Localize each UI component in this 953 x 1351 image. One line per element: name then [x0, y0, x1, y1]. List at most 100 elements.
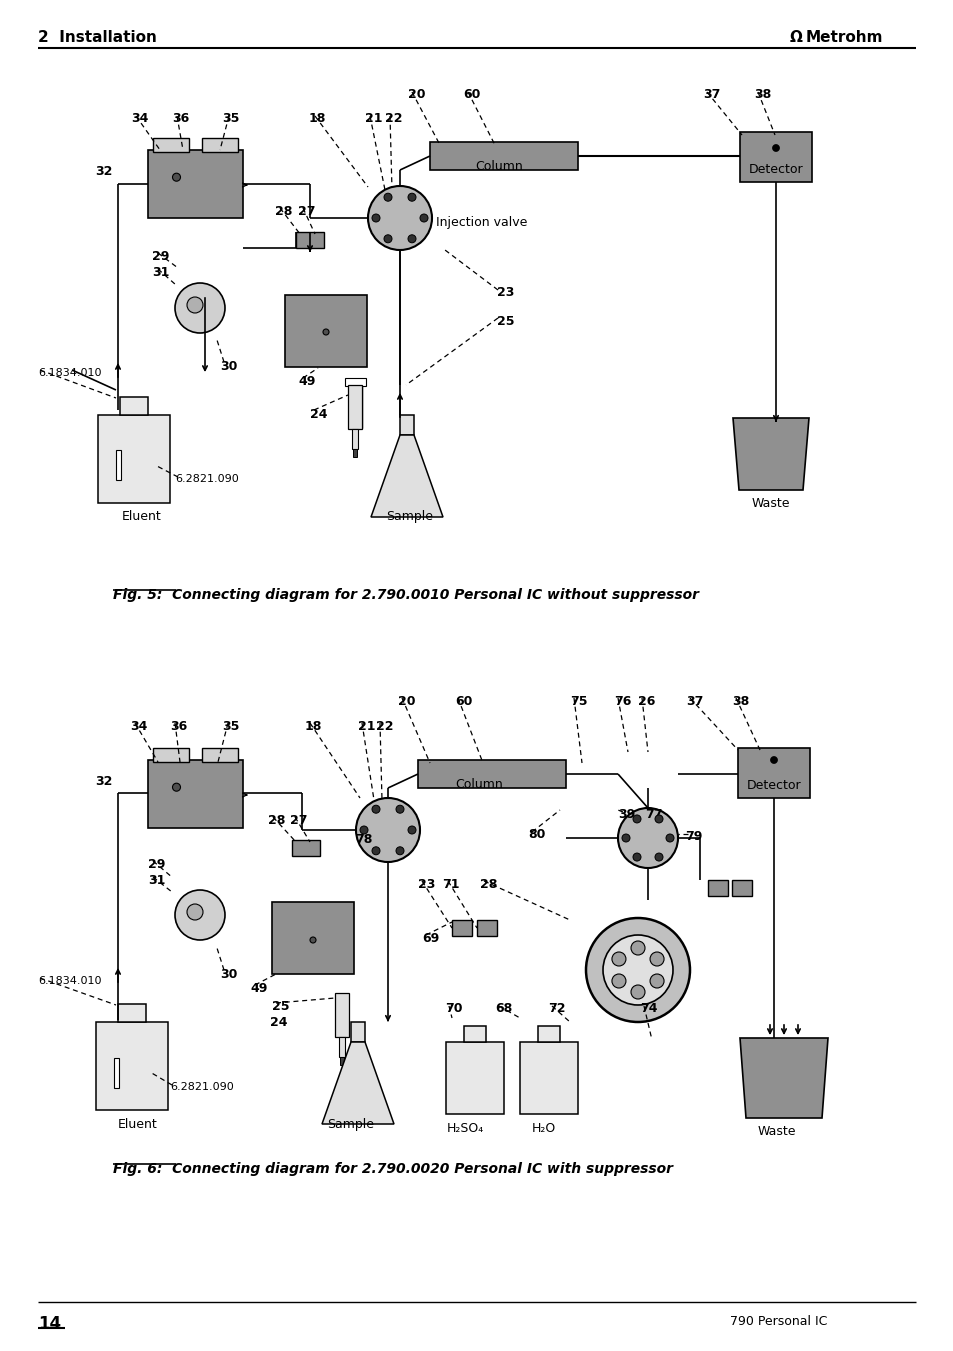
Circle shape — [611, 952, 625, 966]
Bar — [345, 378, 366, 386]
Text: 24: 24 — [310, 408, 327, 422]
Text: 28: 28 — [268, 815, 285, 827]
Bar — [447, 1078, 502, 1115]
Bar — [113, 1058, 119, 1088]
Text: 6.1834.010: 6.1834.010 — [38, 975, 101, 986]
Circle shape — [355, 798, 419, 862]
Bar — [118, 1004, 146, 1021]
Circle shape — [359, 825, 368, 834]
Bar — [348, 385, 361, 430]
Bar — [148, 150, 243, 218]
Circle shape — [649, 974, 663, 988]
Text: 34: 34 — [131, 112, 149, 126]
Polygon shape — [322, 1088, 394, 1124]
Circle shape — [323, 330, 329, 335]
Bar — [452, 920, 472, 936]
Bar — [202, 748, 238, 762]
Text: 74: 74 — [639, 1002, 657, 1015]
Circle shape — [611, 974, 625, 988]
Text: 21: 21 — [365, 112, 382, 126]
Text: 60: 60 — [455, 694, 472, 708]
Text: Column: Column — [455, 778, 502, 790]
Text: 22: 22 — [385, 112, 402, 126]
Text: 79: 79 — [684, 830, 701, 843]
Text: 18: 18 — [309, 112, 326, 126]
Circle shape — [772, 145, 779, 151]
Bar — [335, 993, 349, 1038]
Text: 38: 38 — [753, 88, 770, 101]
Bar — [351, 1021, 365, 1042]
Circle shape — [630, 942, 644, 955]
Polygon shape — [322, 1042, 394, 1124]
Bar — [430, 142, 578, 170]
Bar — [97, 1062, 167, 1111]
Text: 30: 30 — [220, 969, 237, 981]
Circle shape — [770, 757, 777, 763]
Circle shape — [665, 834, 673, 842]
Bar — [339, 1056, 344, 1065]
Polygon shape — [740, 1038, 827, 1119]
Bar — [338, 1038, 345, 1056]
Polygon shape — [371, 435, 442, 517]
Text: 80: 80 — [527, 828, 545, 842]
Bar — [295, 232, 324, 249]
Text: 28: 28 — [274, 205, 292, 218]
Text: Metrohm: Metrohm — [805, 30, 882, 45]
Text: 71: 71 — [441, 878, 459, 892]
Text: 77: 77 — [644, 808, 661, 821]
Text: 75: 75 — [569, 694, 587, 708]
Circle shape — [172, 173, 180, 181]
Text: 2  Installation: 2 Installation — [38, 30, 156, 45]
Text: 30: 30 — [220, 359, 237, 373]
Text: 25: 25 — [497, 315, 514, 328]
Text: 37: 37 — [685, 694, 702, 708]
Bar — [349, 386, 361, 428]
Circle shape — [585, 917, 689, 1021]
Text: 32: 32 — [95, 775, 112, 788]
Text: Injection valve: Injection valve — [436, 216, 527, 230]
Text: 26: 26 — [638, 694, 655, 708]
Text: 27: 27 — [297, 205, 315, 218]
Text: 6.2821.090: 6.2821.090 — [174, 474, 238, 484]
Polygon shape — [732, 417, 808, 490]
Text: Column: Column — [475, 159, 522, 173]
Bar — [446, 1042, 503, 1115]
Text: 36: 36 — [172, 112, 189, 126]
Text: Detector: Detector — [746, 780, 801, 792]
Circle shape — [408, 193, 416, 201]
Bar — [285, 295, 367, 367]
Bar — [463, 1025, 485, 1042]
Circle shape — [408, 825, 416, 834]
Bar — [202, 138, 238, 153]
Text: 69: 69 — [421, 932, 438, 944]
Circle shape — [310, 938, 315, 943]
Text: 20: 20 — [397, 694, 416, 708]
Circle shape — [649, 952, 663, 966]
Bar — [476, 920, 497, 936]
Circle shape — [655, 815, 662, 823]
Text: 32: 32 — [95, 165, 112, 178]
Text: 36: 36 — [170, 720, 187, 734]
Bar — [272, 902, 354, 974]
Text: H₂SO₄: H₂SO₄ — [447, 1121, 484, 1135]
Circle shape — [630, 985, 644, 998]
Bar — [519, 1042, 578, 1115]
Text: 790 Personal IC: 790 Personal IC — [729, 1315, 826, 1328]
Circle shape — [395, 847, 403, 855]
Circle shape — [633, 815, 640, 823]
Bar — [96, 1021, 168, 1111]
Text: Waste: Waste — [758, 1125, 796, 1138]
Bar — [98, 415, 170, 503]
Circle shape — [655, 852, 662, 861]
Circle shape — [633, 852, 640, 861]
Text: Detector: Detector — [748, 163, 802, 176]
Circle shape — [187, 297, 203, 313]
Text: 37: 37 — [702, 88, 720, 101]
Circle shape — [372, 847, 379, 855]
Text: 14: 14 — [38, 1315, 61, 1333]
Text: 31: 31 — [152, 266, 170, 280]
Text: 24: 24 — [270, 1016, 287, 1029]
Bar — [417, 761, 565, 788]
Text: 35: 35 — [222, 720, 239, 734]
Text: Eluent: Eluent — [118, 1119, 157, 1131]
